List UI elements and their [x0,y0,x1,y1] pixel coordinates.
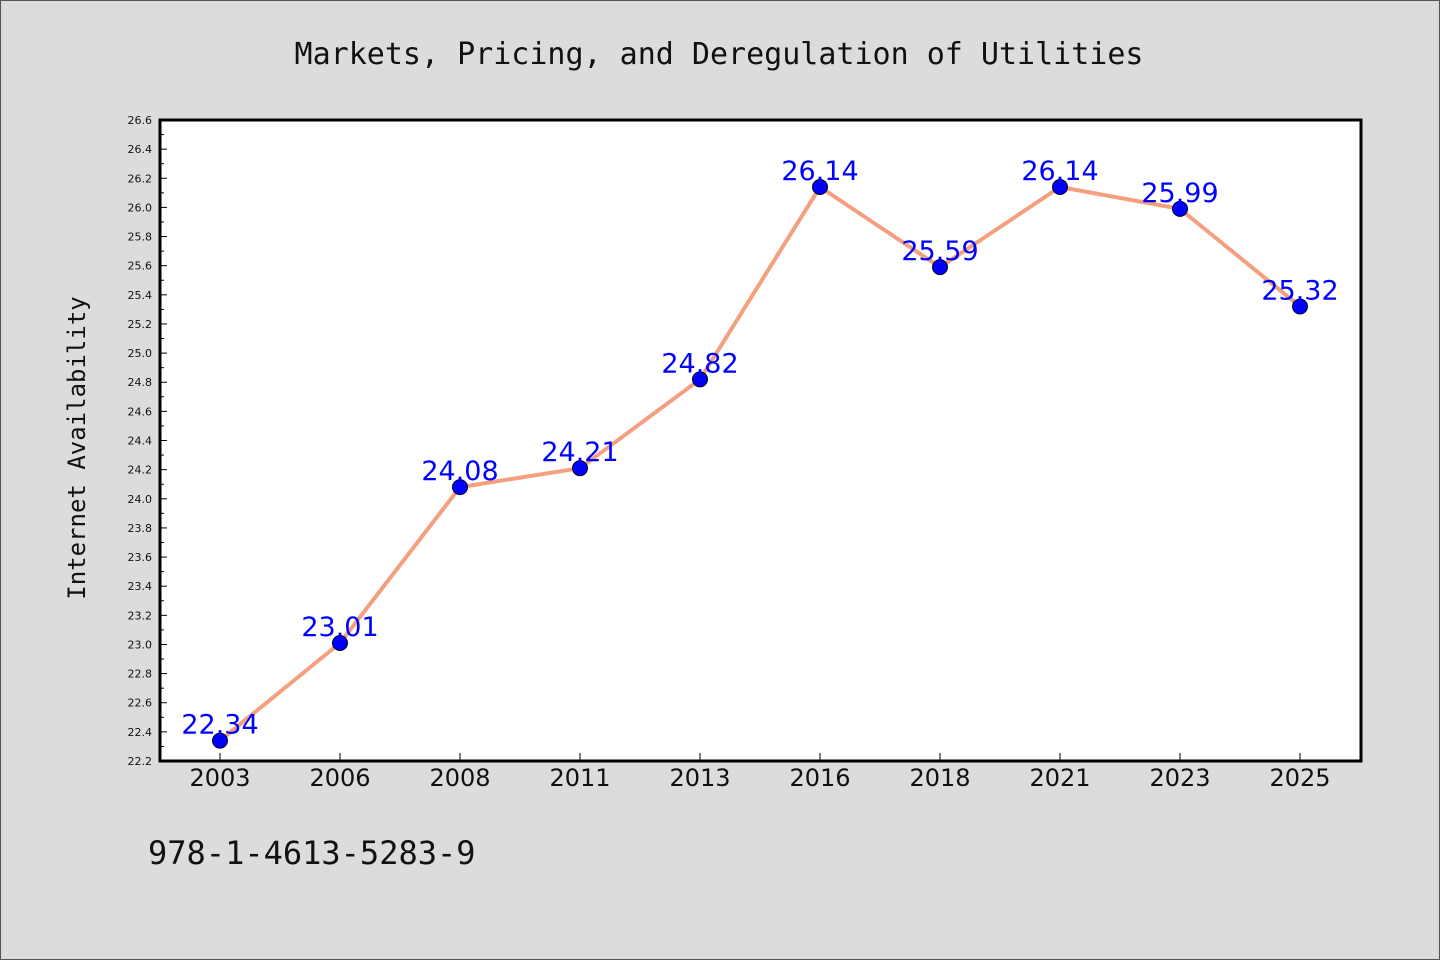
y-tick-label: 26.0 [128,201,153,214]
y-tick-label: 22.4 [128,726,153,739]
footer-code: 978-1-4613-5283-9 [148,834,476,872]
data-label: 25.32 [1261,275,1338,306]
data-point [1172,200,1188,217]
x-tick-label: 2003 [189,764,250,792]
x-tick-label: 2006 [309,764,370,792]
data-point [332,634,348,651]
data-point [692,371,708,388]
y-tick-label: 25.6 [128,260,153,273]
y-tick-label: 24.8 [128,376,153,389]
y-tick-label: 22.6 [128,697,153,710]
data-point [572,460,588,477]
y-tick-label: 25.8 [128,231,153,244]
data-label-layer: 22.34 23.01 24.08 24.21 24.82 26.14 25.59 26.14… [181,156,1338,741]
y-tick-label: 24.6 [128,405,153,418]
data-point [932,259,948,276]
x-tick-label: 2008 [429,764,490,792]
data-label: 24.21 [541,437,618,468]
y-tick-label: 26.2 [128,172,153,185]
data-label: 23.01 [301,612,378,643]
series-layer [212,179,1308,749]
y-tick-label: 22.2 [128,755,153,768]
y-tick-label: 25.4 [128,289,153,302]
y-tick-label: 25.0 [128,347,153,360]
x-axis-ticks: 2003 2006 2008 2011 2013 2016 2018 2021 2023 2025 [189,753,1331,792]
y-tick-label: 24.4 [128,435,153,448]
y-tick-label: 23.4 [128,580,153,593]
chart-title: Markets, Pricing, and Deregulation of Ut… [295,37,1144,72]
data-label: 24.82 [661,348,738,379]
x-tick-label: 2018 [909,764,970,792]
y-tick-label: 22.8 [128,668,153,681]
y-tick-label: 23.8 [128,522,153,535]
data-point [812,179,828,196]
y-tick-label: 26.4 [128,143,153,156]
series-line [218,185,1302,743]
data-label: 26.14 [781,156,858,187]
y-tick-label: 23.2 [128,609,153,622]
data-point [452,479,468,496]
data-point [1292,298,1308,315]
y-tick-label: 25.2 [128,318,153,331]
y-tick-label: 26.6 [128,114,153,127]
x-tick-label: 2023 [1149,764,1210,792]
data-label: 26.14 [1021,156,1098,187]
y-tick-label: 23.0 [128,638,153,651]
plot-area [158,118,1363,763]
data-point [212,732,228,749]
x-tick-label: 2025 [1269,764,1330,792]
data-point [1052,179,1068,196]
x-tick-label: 2016 [789,764,850,792]
data-label: 22.34 [181,710,258,741]
y-axis-ticks: 22.2 22.4 22.6 22.8 23.0 23.2 23.4 23.6 23.8 24.0… [128,114,167,768]
x-tick-label: 2011 [549,764,610,792]
y-tick-label: 24.2 [128,464,153,477]
data-label: 25.59 [901,236,978,267]
data-label: 25.99 [1141,178,1218,209]
x-tick-label: 2013 [669,764,730,792]
y-tick-label: 24.0 [128,493,153,506]
data-label: 24.08 [421,456,498,487]
y-axis-label: Internet Availability [63,296,91,599]
y-tick-label: 23.6 [128,551,153,564]
x-tick-label: 2021 [1029,764,1090,792]
